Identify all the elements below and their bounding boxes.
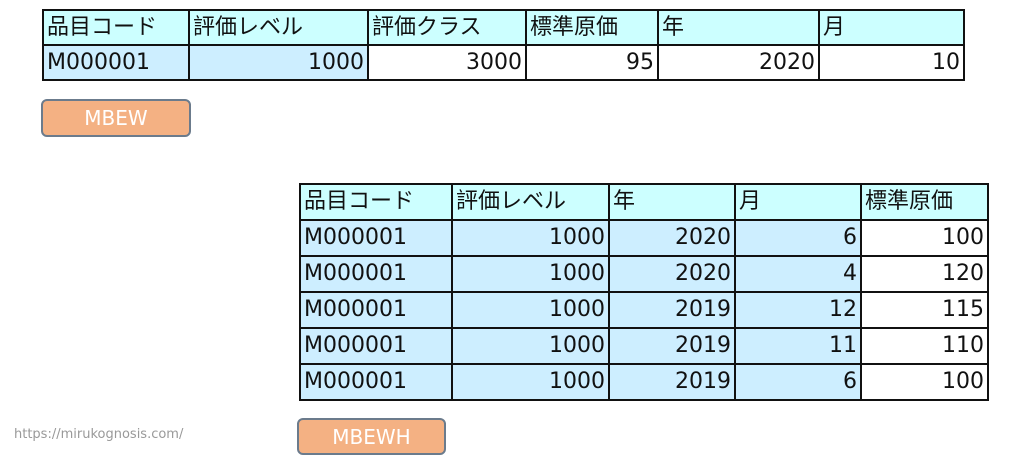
cell: M000001 — [299, 255, 453, 293]
table-row: M000001 1000 2019 11 110 — [299, 327, 989, 365]
header-cell: 評価クラス — [367, 9, 527, 46]
header-cell: 評価レベル — [188, 9, 369, 46]
table-header-row: 品目コード 評価レベル 年 月 標準原価 — [299, 183, 989, 221]
header-cell: 品目コード — [42, 9, 190, 46]
mbew-label-button: MBEW — [41, 99, 191, 137]
cell: 2019 — [608, 327, 736, 365]
cell: 2019 — [608, 291, 736, 329]
header-cell: 標準原価 — [860, 183, 989, 221]
cell: 2020 — [608, 255, 736, 293]
cell: 1000 — [451, 255, 610, 293]
cell: 100 — [860, 363, 989, 401]
table-row: M000001 1000 2020 6 100 — [299, 219, 989, 257]
cell: 1000 — [188, 44, 369, 81]
cell: 12 — [734, 291, 862, 329]
header-cell: 月 — [734, 183, 862, 221]
table-header-row: 品目コード 評価レベル 評価クラス 標準原価 年 月 — [42, 9, 965, 46]
cell: 95 — [525, 44, 659, 81]
cell: 6 — [734, 363, 862, 401]
cell: 1000 — [451, 363, 610, 401]
cell: 1000 — [451, 219, 610, 257]
header-cell: 品目コード — [299, 183, 453, 221]
mbewh-table: 品目コード 評価レベル 年 月 標準原価 M000001 1000 2020 6 100… — [299, 183, 989, 401]
table-row: M000001 1000 2020 4 120 — [299, 255, 989, 293]
header-cell: 月 — [818, 9, 965, 46]
mbewh-label-button: MBEWH — [297, 418, 446, 455]
cell: 4 — [734, 255, 862, 293]
cell: M000001 — [299, 219, 453, 257]
mbew-table: 品目コード 評価レベル 評価クラス 標準原価 年 月 M000001 1000 … — [42, 9, 965, 81]
cell: 115 — [860, 291, 989, 329]
cell: M000001 — [299, 363, 453, 401]
cell: 2020 — [657, 44, 820, 81]
header-cell: 年 — [657, 9, 820, 46]
cell: 1000 — [451, 327, 610, 365]
cell: 11 — [734, 327, 862, 365]
cell: 10 — [818, 44, 965, 81]
cell: 2019 — [608, 363, 736, 401]
table-row: M000001 1000 2019 12 115 — [299, 291, 989, 329]
table-row: M000001 1000 3000 95 2020 10 — [42, 44, 965, 81]
cell: 3000 — [367, 44, 527, 81]
cell: 120 — [860, 255, 989, 293]
table-row: M000001 1000 2019 6 100 — [299, 363, 989, 401]
cell: 110 — [860, 327, 989, 365]
header-cell: 年 — [608, 183, 736, 221]
header-cell: 評価レベル — [451, 183, 610, 221]
cell: M000001 — [299, 291, 453, 329]
cell: 6 — [734, 219, 862, 257]
cell: M000001 — [42, 44, 190, 81]
cell: 100 — [860, 219, 989, 257]
watermark: https://mirukognosis.com/ — [14, 427, 184, 442]
cell: 2020 — [608, 219, 736, 257]
header-cell: 標準原価 — [525, 9, 659, 46]
cell: 1000 — [451, 291, 610, 329]
cell: M000001 — [299, 327, 453, 365]
